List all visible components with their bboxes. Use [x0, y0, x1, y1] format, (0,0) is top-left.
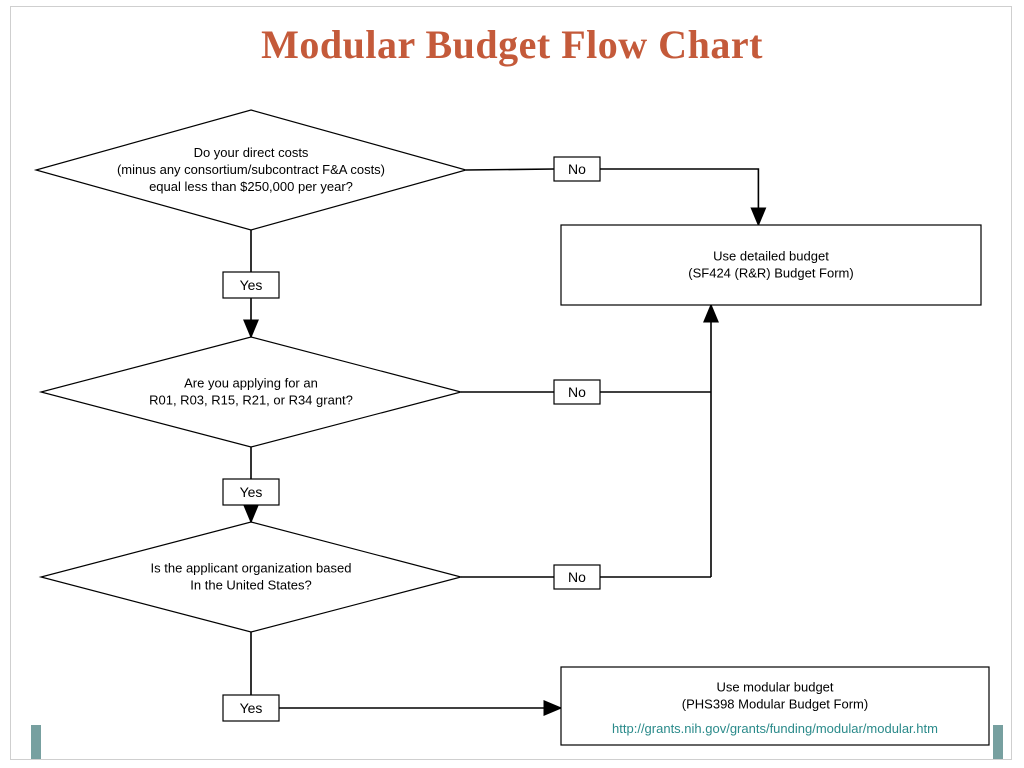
svg-text:Use modular budget: Use modular budget	[716, 680, 833, 695]
svg-text:R01, R03, R15, R21, or R34 gra: R01, R03, R15, R21, or R34 grant?	[149, 393, 353, 408]
svg-text:Are you applying for an: Are you applying for an	[184, 376, 318, 391]
modular-budget-link[interactable]: http://grants.nih.gov/grants/funding/mod…	[612, 721, 938, 736]
svg-text:Is the applicant organization: Is the applicant organization based	[151, 561, 352, 576]
label-text-no2: No	[568, 384, 586, 400]
svg-text:Use detailed budget: Use detailed budget	[713, 249, 829, 264]
svg-text:(PHS398 Modular Budget Form): (PHS398 Modular Budget Form)	[682, 697, 868, 712]
svg-text:In the United States?: In the United States?	[190, 578, 311, 593]
svg-text:Do your direct costs: Do your direct costs	[194, 145, 309, 160]
svg-text:equal less than $250,000 per y: equal less than $250,000 per year?	[149, 179, 353, 194]
label-text-yes1: Yes	[240, 277, 263, 293]
svg-text:(SF424 (R&R) Budget Form): (SF424 (R&R) Budget Form)	[688, 266, 853, 281]
page-frame: Modular Budget Flow Chart Do your direct…	[10, 6, 1012, 760]
label-text-no3: No	[568, 569, 586, 585]
footer-accent-right	[993, 725, 1003, 759]
svg-text:(minus any consortium/subcontr: (minus any consortium/subcontract F&A co…	[117, 162, 385, 177]
label-text-yes3: Yes	[240, 700, 263, 716]
label-text-no1: No	[568, 161, 586, 177]
footer-accent-left	[31, 725, 41, 759]
flowchart-canvas: Do your direct costs (minus any consortiu…	[11, 7, 1013, 761]
label-text-yes2: Yes	[240, 484, 263, 500]
